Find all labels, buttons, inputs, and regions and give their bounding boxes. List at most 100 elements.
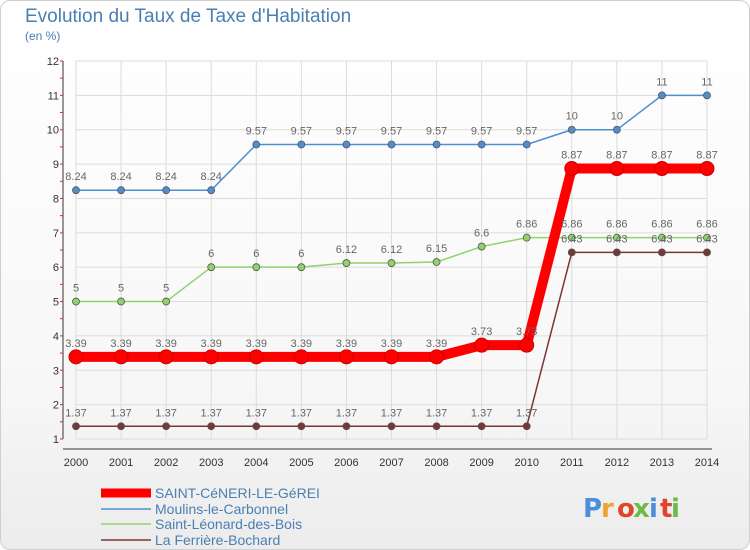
data-label: 3.39 [201, 338, 222, 350]
y-tick-label: 12 [47, 56, 59, 68]
x-tick-label: 2001 [109, 457, 133, 469]
data-label: 6.12 [381, 244, 402, 256]
data-label: 9.57 [381, 126, 402, 138]
data-label: 8.24 [65, 171, 86, 183]
data-point [658, 233, 666, 242]
data-point [158, 349, 174, 365]
data-label: 3.39 [336, 338, 357, 350]
data-label: 6.86 [561, 219, 582, 231]
data-label: 6.43 [651, 233, 672, 245]
data-point [477, 140, 486, 149]
data-label: 1.37 [426, 407, 447, 419]
data-point [72, 186, 80, 195]
data-point [252, 140, 261, 149]
chart-subtitle: (en %) [25, 29, 61, 43]
data-point [342, 422, 351, 431]
data-label: 9.57 [291, 126, 312, 138]
legend-label: La Ferrière-Bochard [155, 532, 280, 548]
data-label: 3.73 [471, 326, 492, 338]
data-point [297, 263, 306, 272]
legend: SAINT-CéNERI-LE-GéREIMoulins-le-Carbonne… [101, 485, 320, 548]
data-label: 8.24 [155, 171, 176, 183]
data-point [117, 422, 125, 431]
data-point [567, 248, 576, 257]
x-tick-label: 2013 [650, 457, 674, 469]
data-label: 8.24 [110, 171, 131, 183]
data-label: 5 [163, 283, 169, 295]
series-group [68, 91, 715, 431]
data-point [72, 422, 80, 431]
data-label: 3.39 [110, 338, 131, 350]
logo-letter: P [583, 494, 602, 524]
data-label: 3.73 [516, 326, 537, 338]
data-point [297, 422, 306, 431]
data-point [612, 248, 621, 257]
data-label: 6 [208, 248, 214, 260]
data-point [113, 349, 129, 365]
y-tick-label: 8 [53, 193, 59, 205]
data-label: 5 [73, 283, 79, 295]
data-label: 8.87 [606, 150, 627, 162]
data-point [474, 337, 490, 353]
data-point [203, 349, 219, 365]
data-point [432, 140, 441, 149]
data-label: 1.37 [516, 407, 537, 419]
data-label: 1.37 [155, 407, 176, 419]
data-point [342, 259, 351, 267]
data-point [207, 422, 216, 431]
data-point [703, 91, 711, 100]
logo-letter: r [601, 494, 614, 524]
data-label: 9.57 [246, 126, 267, 138]
data-label: 10 [566, 111, 578, 123]
data-label: 6 [298, 248, 304, 260]
x-tick-label: 2010 [514, 457, 538, 469]
data-point [522, 422, 531, 431]
x-tick-label: 2009 [469, 457, 493, 469]
data-point [703, 233, 711, 242]
data-label: 1.37 [246, 407, 267, 419]
data-label: 1.37 [336, 407, 357, 419]
data-label: 3.39 [426, 338, 447, 350]
data-label: 6.43 [696, 233, 717, 245]
grid [75, 60, 708, 440]
y-tick-label: 11 [48, 90, 59, 102]
data-label: 3.39 [65, 338, 86, 350]
data-point [432, 258, 441, 266]
data-point [612, 125, 621, 134]
data-label: 9.57 [336, 126, 357, 138]
data-label: 1.37 [471, 407, 492, 419]
data-point [162, 297, 171, 306]
y-tick-label: 3 [53, 365, 59, 377]
data-label: 6.86 [696, 219, 717, 231]
data-point [338, 349, 354, 365]
logo-letter: i [649, 494, 658, 524]
x-tick-label: 2014 [695, 457, 719, 469]
data-labels: 3.39 3.39 3.39 3.39 3.39 3.39 3.39 3.39 3.39 3.73… [65, 76, 717, 419]
data-point [703, 248, 711, 257]
data-point [117, 186, 125, 195]
data-label: 6 [253, 248, 259, 260]
data-point [207, 263, 216, 272]
y-tick-label: 5 [53, 297, 59, 309]
y-tick-label: 7 [53, 228, 59, 240]
chart-title: Evolution du Taux de Taxe d'Habitation [25, 6, 352, 27]
data-point [522, 140, 531, 149]
data-label: 6.6 [474, 228, 489, 240]
data-point [567, 125, 576, 134]
data-point [252, 263, 261, 272]
data-label: 6.12 [336, 244, 357, 256]
data-point [564, 161, 580, 177]
data-point [207, 186, 216, 195]
data-label: 6.86 [606, 219, 627, 231]
data-point [293, 349, 309, 365]
data-label: 11 [701, 76, 712, 88]
x-tick-label: 2004 [244, 457, 268, 469]
data-label: 3.39 [246, 338, 267, 350]
y-tick-label: 1 [53, 434, 59, 446]
data-label: 1.37 [201, 407, 222, 419]
data-point [519, 337, 535, 353]
data-point [117, 297, 125, 306]
data-point [658, 91, 666, 100]
data-point [658, 248, 666, 257]
